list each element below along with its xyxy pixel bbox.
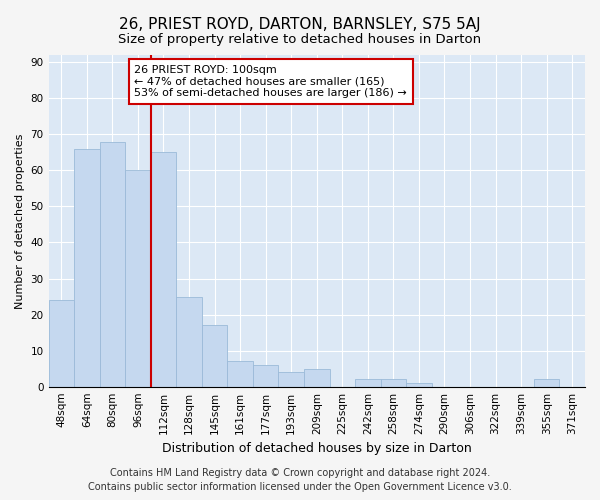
Bar xyxy=(304,368,329,386)
Text: Size of property relative to detached houses in Darton: Size of property relative to detached ho… xyxy=(118,32,482,46)
Bar xyxy=(253,365,278,386)
Bar xyxy=(151,152,176,386)
Bar xyxy=(49,300,74,386)
X-axis label: Distribution of detached houses by size in Darton: Distribution of detached houses by size … xyxy=(162,442,472,455)
Bar xyxy=(355,380,380,386)
Bar xyxy=(406,383,432,386)
Bar xyxy=(278,372,304,386)
Bar xyxy=(534,380,559,386)
Y-axis label: Number of detached properties: Number of detached properties xyxy=(15,133,25,308)
Bar xyxy=(380,380,406,386)
Text: 26 PRIEST ROYD: 100sqm
← 47% of detached houses are smaller (165)
53% of semi-de: 26 PRIEST ROYD: 100sqm ← 47% of detached… xyxy=(134,65,407,98)
Bar xyxy=(202,326,227,386)
Bar xyxy=(125,170,151,386)
Bar xyxy=(176,296,202,386)
Text: 26, PRIEST ROYD, DARTON, BARNSLEY, S75 5AJ: 26, PRIEST ROYD, DARTON, BARNSLEY, S75 5… xyxy=(119,18,481,32)
Bar xyxy=(227,362,253,386)
Text: Contains HM Land Registry data © Crown copyright and database right 2024.
Contai: Contains HM Land Registry data © Crown c… xyxy=(88,468,512,492)
Bar xyxy=(100,142,125,386)
Bar xyxy=(74,148,100,386)
